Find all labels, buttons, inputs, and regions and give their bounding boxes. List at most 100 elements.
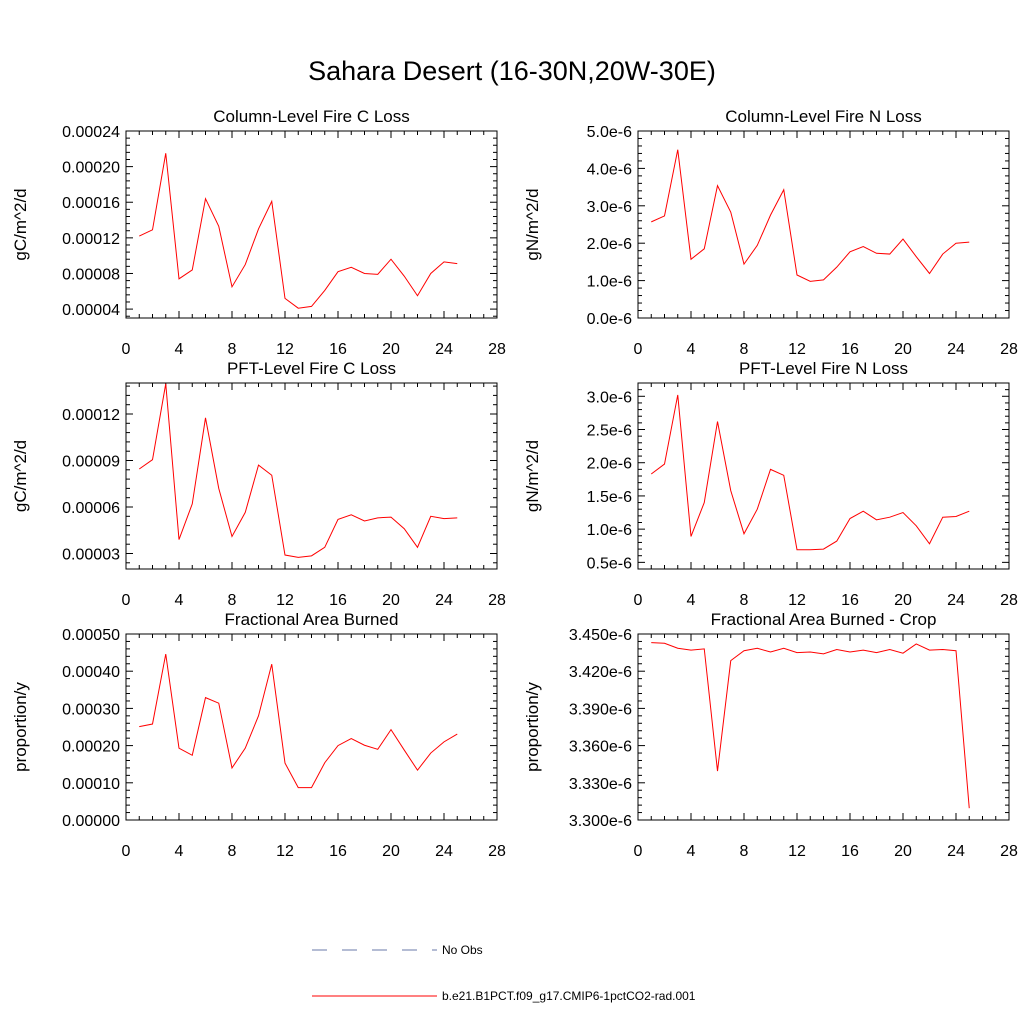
y-tick-label: 3.0e-6 bbox=[587, 389, 632, 406]
y-tick-label: 0.00009 bbox=[62, 454, 120, 471]
panel-title: Column-Level Fire N Loss bbox=[725, 107, 922, 126]
panel-1: 0 4 8 12 16 20 24 28 0.00004 0.00008 0.00012 0.0001… bbox=[11, 107, 506, 358]
y-tick-label: 0.00008 bbox=[62, 266, 120, 283]
series-line bbox=[651, 642, 970, 809]
y-tick-label: 3.360e-6 bbox=[569, 739, 632, 756]
x-tick-label: 0 bbox=[634, 592, 643, 609]
y-axis-label: gN/m^2/d bbox=[523, 188, 542, 260]
x-tick-label: 8 bbox=[740, 843, 749, 860]
figure-title: Sahara Desert (16-30N,20W-30E) bbox=[308, 56, 716, 86]
y-tick-label: 0.00030 bbox=[62, 701, 120, 718]
x-tick-label: 8 bbox=[228, 843, 237, 860]
x-tick-label: 28 bbox=[1000, 843, 1018, 860]
plot-frame bbox=[125, 130, 498, 319]
x-tick-label: 28 bbox=[488, 341, 506, 358]
y-tick-label: 3.450e-6 bbox=[569, 627, 632, 644]
panel-title: Fractional Area Burned - Crop bbox=[711, 610, 937, 629]
x-tick-label: 12 bbox=[788, 592, 806, 609]
y-axis-label: gC/m^2/d bbox=[11, 188, 30, 260]
y-tick-label: 0.00020 bbox=[62, 160, 120, 177]
x-tick-label: 8 bbox=[228, 592, 237, 609]
x-tick-label: 20 bbox=[894, 341, 912, 358]
x-tick-label: 24 bbox=[947, 843, 965, 860]
x-tick-label: 20 bbox=[894, 843, 912, 860]
y-axis-label: proportion/y bbox=[523, 682, 542, 772]
plot-frame bbox=[637, 130, 1010, 319]
x-tick-label: 16 bbox=[329, 843, 347, 860]
y-axis-label: gN/m^2/d bbox=[523, 440, 542, 512]
x-tick-label: 28 bbox=[488, 592, 506, 609]
x-tick-label: 8 bbox=[740, 592, 749, 609]
y-tick-label: 3.300e-6 bbox=[569, 813, 632, 830]
series-line bbox=[139, 653, 458, 789]
panels: 0 4 8 12 16 20 24 28 0.00004 0.00008 0.00012 0.0001… bbox=[11, 107, 1018, 860]
panel-title: Column-Level Fire C Loss bbox=[213, 107, 410, 126]
plot-frame bbox=[125, 382, 498, 570]
y-tick-label: 0.00003 bbox=[62, 547, 120, 564]
y-tick-label: 0.00024 bbox=[62, 124, 120, 141]
panel-2: 0 4 8 12 16 20 24 28 0.0e-6 1.0e-6 2.0e-6 3.0e-6 4.0… bbox=[523, 107, 1018, 358]
legend: No Obs b.e21.B1PCT.f09_g17.CMIP6-1pctCO2… bbox=[312, 943, 696, 1003]
x-tick-label: 24 bbox=[435, 843, 453, 860]
y-tick-label: 0.00050 bbox=[62, 627, 120, 644]
panel-6: 0 4 8 12 16 20 24 28 3.300e-6 3.330e-6 3.360e-6 3.3… bbox=[523, 610, 1018, 860]
y-axis-label: proportion/y bbox=[11, 682, 30, 772]
panel-5: 0 4 8 12 16 20 24 28 0.00000 0.00010 0.00020 0.0003… bbox=[11, 610, 506, 860]
x-tick-label: 4 bbox=[175, 592, 184, 609]
series-line bbox=[138, 383, 458, 558]
y-tick-label: 1.5e-6 bbox=[587, 489, 632, 506]
plot-frame bbox=[637, 633, 1010, 821]
x-tick-label: 28 bbox=[488, 843, 506, 860]
y-tick-label: 0.00020 bbox=[62, 739, 120, 756]
y-tick-label: 0.00012 bbox=[62, 407, 120, 424]
x-tick-label: 0 bbox=[122, 843, 131, 860]
x-tick-label: 12 bbox=[276, 341, 294, 358]
plot-frame bbox=[637, 382, 1010, 570]
x-tick-label: 0 bbox=[122, 341, 131, 358]
y-tick-label: 3.330e-6 bbox=[569, 776, 632, 793]
y-tick-label: 0.00000 bbox=[62, 813, 120, 830]
x-tick-label: 24 bbox=[435, 341, 453, 358]
x-tick-label: 20 bbox=[382, 843, 400, 860]
y-tick-label: 0.0e-6 bbox=[587, 311, 632, 328]
y-tick-label: 5.0e-6 bbox=[587, 124, 632, 141]
panel-3: 0 4 8 12 16 20 24 28 0.00003 0.00006 0.00009 0.0001… bbox=[11, 359, 506, 609]
x-tick-label: 20 bbox=[894, 592, 912, 609]
x-tick-label: 24 bbox=[947, 592, 965, 609]
x-tick-label: 28 bbox=[1000, 592, 1018, 609]
legend-label-model-run: b.e21.B1PCT.f09_g17.CMIP6-1pctCO2-rad.00… bbox=[442, 989, 696, 1003]
panel-title: PFT-Level Fire N Loss bbox=[739, 359, 908, 378]
x-tick-label: 16 bbox=[841, 592, 859, 609]
y-tick-label: 3.420e-6 bbox=[569, 664, 632, 681]
y-tick-label: 2.0e-6 bbox=[587, 456, 632, 473]
x-tick-label: 8 bbox=[740, 341, 749, 358]
x-tick-label: 0 bbox=[122, 592, 131, 609]
y-tick-label: 0.00010 bbox=[62, 776, 120, 793]
x-tick-label: 16 bbox=[329, 341, 347, 358]
y-tick-label: 0.00016 bbox=[62, 195, 120, 212]
y-tick-label: 0.00006 bbox=[62, 500, 120, 517]
x-tick-label: 0 bbox=[634, 843, 643, 860]
y-tick-label: 0.00012 bbox=[62, 231, 120, 248]
y-tick-label: 0.5e-6 bbox=[587, 555, 632, 572]
x-tick-label: 12 bbox=[788, 843, 806, 860]
x-tick-label: 24 bbox=[947, 341, 965, 358]
x-tick-label: 24 bbox=[435, 592, 453, 609]
legend-label-no-obs: No Obs bbox=[442, 943, 483, 957]
y-tick-label: 0.00040 bbox=[62, 664, 120, 681]
panel-title: PFT-Level Fire C Loss bbox=[227, 359, 396, 378]
panel-4: 0 4 8 12 16 20 24 28 0.5e-6 1.0e-6 1.5e-6 2.0e-6 2.5… bbox=[523, 359, 1018, 609]
y-tick-label: 3.390e-6 bbox=[569, 701, 632, 718]
x-tick-label: 4 bbox=[175, 341, 184, 358]
x-tick-label: 4 bbox=[175, 843, 184, 860]
y-axis-label: gC/m^2/d bbox=[11, 440, 30, 512]
x-tick-label: 16 bbox=[329, 592, 347, 609]
x-tick-label: 12 bbox=[276, 843, 294, 860]
y-tick-label: 2.0e-6 bbox=[587, 236, 632, 253]
y-tick-label: 2.5e-6 bbox=[587, 423, 632, 440]
x-tick-label: 12 bbox=[276, 592, 294, 609]
y-tick-label: 4.0e-6 bbox=[587, 161, 632, 178]
y-tick-label: 3.0e-6 bbox=[587, 199, 632, 216]
series-line bbox=[650, 394, 970, 551]
